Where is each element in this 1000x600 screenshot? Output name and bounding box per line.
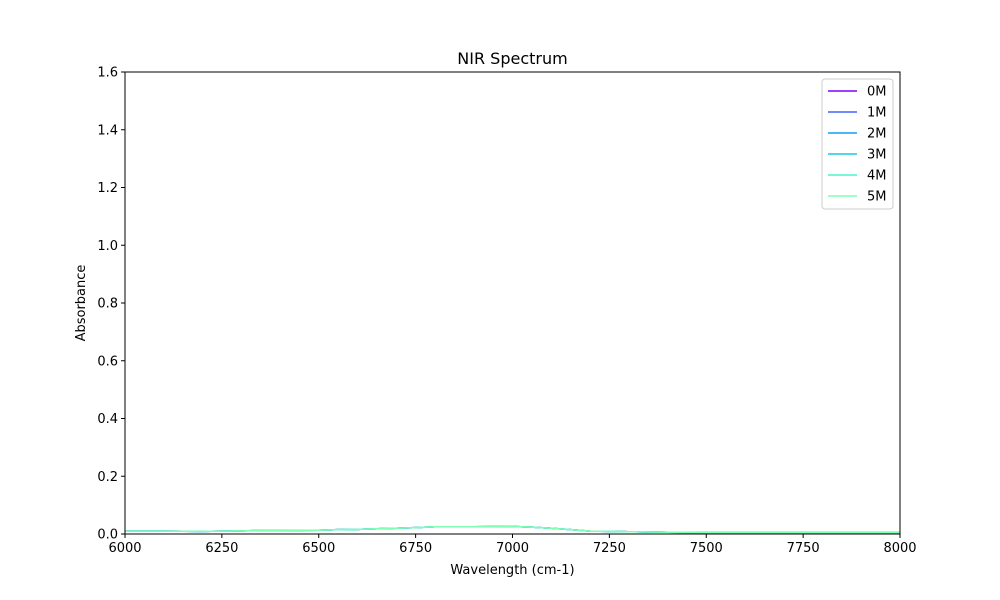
x-axis-ticks: 6000 6250 6500 6750 7000 7250 7500 7750 8000 [108, 534, 917, 556]
series-line-4m [125, 525, 900, 534]
series-line-5m [125, 525, 900, 534]
y-tick-label: 0.6 [97, 354, 118, 369]
series-line-2m [125, 525, 900, 534]
chart-title: NIR Spectrum [457, 49, 567, 68]
legend-label: 2M [867, 127, 887, 142]
x-tick-label: 6000 [108, 541, 141, 556]
y-tick-label: 0.4 [97, 412, 118, 427]
y-tick-label: 0.0 [97, 528, 118, 543]
series-line-1m [125, 525, 900, 534]
y-tick-label: 1.2 [97, 181, 118, 196]
x-tick-label: 7500 [690, 541, 723, 556]
x-axis-label: Wavelength (cm-1) [450, 563, 574, 578]
series-layer [125, 525, 900, 534]
y-tick-label: 0.2 [97, 470, 118, 485]
x-tick-label: 6250 [205, 541, 238, 556]
y-tick-label: 1.0 [97, 239, 118, 254]
y-tick-label: 1.6 [97, 66, 118, 81]
series-line-0m [125, 525, 900, 534]
legend: 0M 1M 2M 3M 4M 5M [821, 78, 894, 210]
x-tick-label: 7000 [496, 541, 529, 556]
y-tick-label: 0.8 [97, 297, 118, 312]
legend-label: 3M [867, 148, 887, 163]
x-tick-label: 7250 [593, 541, 626, 556]
x-tick-label: 6500 [302, 541, 335, 556]
legend-label: 4M [867, 169, 887, 184]
x-tick-label: 8000 [883, 541, 916, 556]
series-line-3m [125, 525, 900, 534]
y-axis-ticks: 0.0 0.2 0.4 0.6 0.8 1.0 1.2 1.4 1.6 [97, 66, 125, 543]
legend-label: 1M [867, 106, 887, 121]
y-axis-label: Absorbance [74, 265, 89, 342]
legend-label: 5M [867, 190, 887, 205]
legend-label: 0M [867, 85, 887, 100]
x-tick-label: 6750 [399, 541, 432, 556]
plot-frame [124, 71, 901, 535]
x-tick-label: 7750 [787, 541, 820, 556]
y-tick-label: 1.4 [97, 123, 118, 138]
